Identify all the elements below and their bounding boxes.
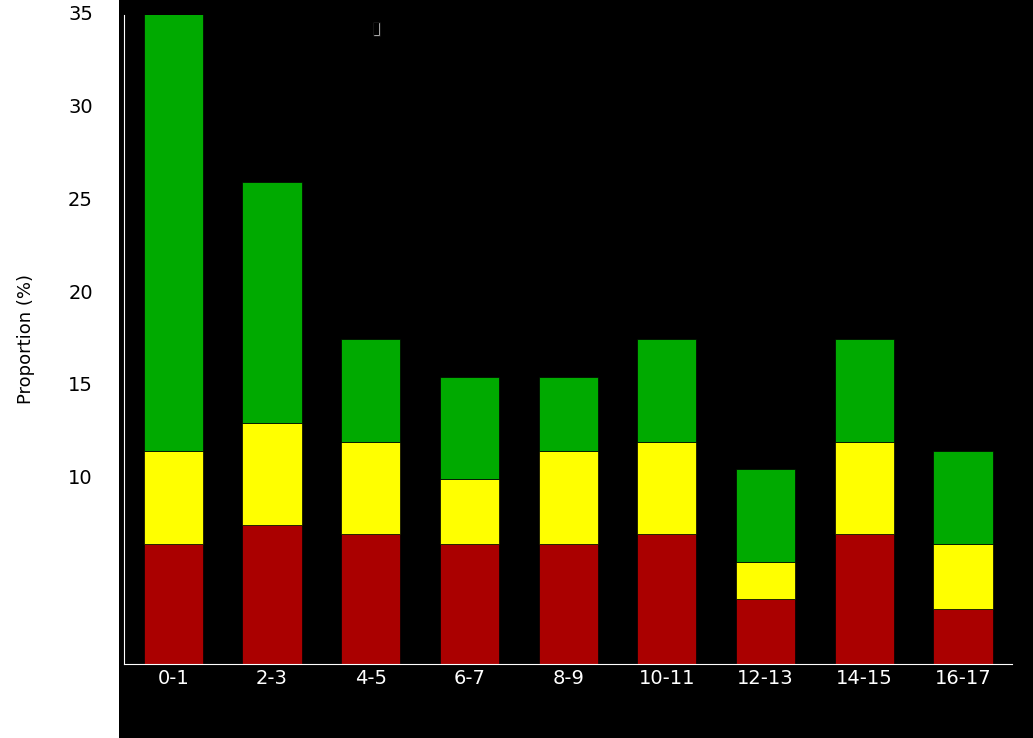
Bar [934, 544, 993, 609]
Bar [735, 599, 795, 664]
Bar [538, 451, 598, 544]
Bar [243, 182, 302, 423]
Text: 30: 30 [68, 98, 93, 117]
Bar [637, 339, 696, 441]
Bar [835, 339, 894, 441]
Bar [835, 534, 894, 664]
Text: 25: 25 [68, 191, 93, 210]
Bar [934, 609, 993, 664]
Bar [144, 544, 202, 664]
Bar [440, 376, 499, 479]
Bar [341, 534, 401, 664]
Bar [144, 5, 202, 451]
Bar [144, 451, 202, 544]
Text: 10: 10 [68, 469, 93, 488]
Bar [735, 562, 795, 599]
Text: 15: 15 [68, 376, 93, 396]
Bar [637, 441, 696, 534]
Bar [243, 525, 302, 664]
Text: Proportion (%): Proportion (%) [17, 275, 35, 404]
Bar [538, 544, 598, 664]
Bar [835, 441, 894, 534]
Text: 35: 35 [68, 5, 93, 24]
Bar [440, 479, 499, 544]
Text: 20: 20 [68, 283, 93, 303]
Bar [341, 339, 401, 441]
Legend: , , : , , [373, 22, 380, 35]
Bar [934, 451, 993, 544]
Bar [341, 441, 401, 534]
Bar [735, 469, 795, 562]
Bar [538, 376, 598, 451]
Bar [440, 544, 499, 664]
Bar [243, 423, 302, 525]
Bar [637, 534, 696, 664]
